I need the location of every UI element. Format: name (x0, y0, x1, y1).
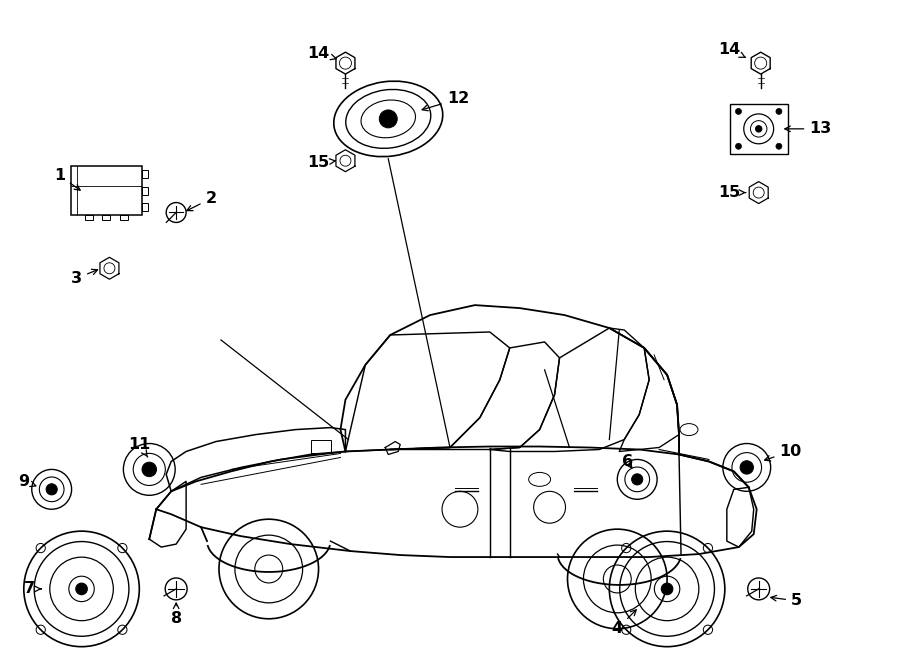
Text: 14: 14 (717, 42, 745, 58)
Circle shape (662, 583, 673, 595)
Text: 1: 1 (54, 168, 80, 190)
Bar (142, 170, 148, 178)
Text: 13: 13 (785, 122, 832, 136)
Bar (310, 440, 330, 453)
Bar (142, 203, 148, 211)
Text: 15: 15 (717, 185, 745, 200)
Circle shape (776, 143, 782, 149)
Bar (121, 215, 129, 221)
Circle shape (740, 461, 753, 474)
Bar (730, 104, 788, 154)
Text: 7: 7 (24, 582, 41, 596)
Text: 4: 4 (612, 610, 636, 637)
Circle shape (142, 462, 157, 477)
Text: 5: 5 (770, 594, 802, 608)
Circle shape (379, 110, 397, 128)
Text: 6: 6 (622, 454, 633, 469)
Bar (142, 186, 148, 194)
Circle shape (76, 583, 87, 595)
Text: 2: 2 (187, 191, 217, 211)
Text: 11: 11 (128, 437, 150, 457)
Circle shape (46, 484, 58, 495)
Circle shape (735, 108, 742, 114)
Bar (103, 215, 111, 221)
Text: 8: 8 (171, 603, 182, 626)
Text: 14: 14 (308, 46, 337, 61)
Text: 12: 12 (422, 91, 469, 111)
Bar (70, 166, 142, 215)
Circle shape (776, 108, 782, 114)
Text: 9: 9 (18, 474, 36, 489)
Circle shape (632, 474, 643, 485)
Circle shape (755, 126, 762, 132)
Text: 10: 10 (765, 444, 802, 461)
Text: 15: 15 (308, 155, 336, 171)
Bar (85, 215, 93, 221)
Text: 3: 3 (71, 269, 97, 286)
Circle shape (735, 143, 742, 149)
